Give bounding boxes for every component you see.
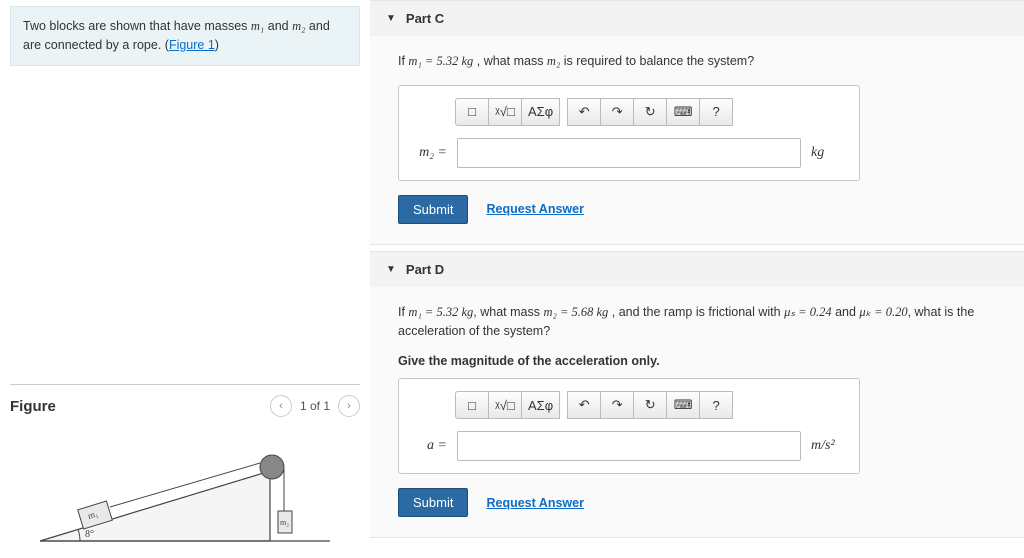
figure-prev-button[interactable]: ‹: [270, 395, 292, 417]
part-c-q-mid: , what mass: [473, 54, 547, 68]
var-m1: m₁: [251, 19, 264, 33]
greek-icon: ΑΣφ: [528, 104, 553, 119]
m2-label: m₂: [280, 518, 289, 527]
problem-and: and: [264, 19, 292, 33]
problem-text: Two blocks are shown that have masses: [23, 19, 251, 33]
part-d-request-answer-link[interactable]: Request Answer: [486, 496, 583, 510]
undo-icon: ↶: [579, 104, 590, 120]
template-button[interactable]: □: [455, 98, 489, 126]
part-d-mus: μₛ = 0.24: [784, 305, 832, 319]
part-c-q-suffix: is required to balance the system?: [560, 54, 754, 68]
part-c-question: If m₁ = 5.32 kg , what mass m₂ is requir…: [398, 52, 996, 71]
part-d-q4: and: [832, 305, 860, 319]
caret-down-icon: ▼: [386, 13, 396, 24]
part-c-body: If m₁ = 5.32 kg , what mass m₂ is requir…: [370, 36, 1024, 244]
greek-icon: ΑΣφ: [528, 398, 553, 413]
root-button[interactable]: ᵡ√□: [488, 391, 522, 419]
redo-button[interactable]: ↷: [600, 391, 634, 419]
redo-icon: ↷: [612, 104, 623, 120]
part-d-q3: , and the ramp is frictional with: [608, 305, 784, 319]
part-d-actions: Submit Request Answer: [398, 488, 996, 517]
help-button[interactable]: ?: [699, 391, 733, 419]
problem-close: ): [215, 38, 219, 52]
part-c-submit-button[interactable]: Submit: [398, 195, 468, 224]
keyboard-icon: ⌨: [674, 397, 693, 413]
part-d-section: ▼ Part D If m₁ = 5.32 kg, what mass m₂ =…: [370, 251, 1024, 539]
part-d-answer-input[interactable]: [457, 431, 801, 461]
part-d-answer-box: □ ᵡ√□ ΑΣφ ↶ ↷ ↻ ⌨ ? a = m/s²: [398, 378, 860, 474]
template-icon: □: [468, 104, 476, 119]
figure-title: Figure: [10, 398, 56, 415]
reset-button[interactable]: ↻: [633, 391, 667, 419]
redo-button[interactable]: ↷: [600, 98, 634, 126]
part-c-m2var: m₂: [547, 54, 560, 68]
reset-icon: ↻: [645, 104, 656, 120]
part-c-answer-row: m₂ = kg: [413, 138, 845, 168]
undo-icon: ↶: [579, 397, 590, 413]
part-c-toolbar: □ ᵡ√□ ΑΣφ ↶ ↷ ↻ ⌨ ?: [455, 98, 845, 126]
greek-button[interactable]: ΑΣφ: [521, 98, 560, 126]
left-column: Two blocks are shown that have masses m₁…: [0, 0, 370, 558]
undo-button[interactable]: ↶: [567, 391, 601, 419]
right-column: ▼ Part C If m₁ = 5.32 kg , what mass m₂ …: [370, 0, 1024, 558]
root-icon: ᵡ√□: [495, 104, 514, 119]
keyboard-icon: ⌨: [674, 104, 693, 120]
help-button[interactable]: ?: [699, 98, 733, 126]
part-c-q-prefix: If: [398, 54, 408, 68]
keyboard-button[interactable]: ⌨: [666, 98, 700, 126]
figure-section: Figure ‹ 1 of 1 › 8° m₁ m₂: [10, 384, 360, 554]
reset-icon: ↻: [645, 397, 656, 413]
greek-button[interactable]: ΑΣφ: [521, 391, 560, 419]
part-c-section: ▼ Part C If m₁ = 5.32 kg , what mass m₂ …: [370, 0, 1024, 245]
part-c-actions: Submit Request Answer: [398, 195, 996, 224]
figure-header: Figure ‹ 1 of 1 ›: [10, 384, 360, 417]
figure-nav-label: 1 of 1: [300, 399, 330, 413]
keyboard-button[interactable]: ⌨: [666, 391, 700, 419]
part-c-request-answer-link[interactable]: Request Answer: [486, 202, 583, 216]
part-d-muk: μₖ = 0.20: [859, 305, 907, 319]
root-button[interactable]: ᵡ√□: [488, 98, 522, 126]
redo-icon: ↷: [612, 397, 623, 413]
template-button[interactable]: □: [455, 391, 489, 419]
part-c-answer-box: □ ᵡ√□ ΑΣφ ↶ ↷ ↻ ⌨ ? m₂ = kg: [398, 85, 860, 181]
part-d-m2: m₂ = 5.68 kg: [543, 305, 608, 319]
figure-nav: ‹ 1 of 1 ›: [270, 395, 360, 417]
problem-statement: Two blocks are shown that have masses m₁…: [10, 6, 360, 66]
figure-link[interactable]: Figure 1: [169, 38, 215, 52]
part-c-title: Part C: [406, 11, 444, 26]
part-d-question: If m₁ = 5.32 kg, what mass m₂ = 5.68 kg …: [398, 303, 996, 341]
template-icon: □: [468, 398, 476, 413]
help-icon: ?: [713, 104, 720, 119]
part-d-q2: , what mass: [473, 305, 543, 319]
part-c-unit: kg: [811, 145, 845, 161]
part-d-body: If m₁ = 5.32 kg, what mass m₂ = 5.68 kg …: [370, 287, 1024, 538]
part-d-header[interactable]: ▼ Part D: [370, 252, 1024, 287]
caret-down-icon: ▼: [386, 264, 396, 275]
part-d-instruction: Give the magnitude of the acceleration o…: [398, 354, 996, 368]
part-d-title: Part D: [406, 262, 444, 277]
part-c-answer-input[interactable]: [457, 138, 801, 168]
part-d-toolbar: □ ᵡ√□ ΑΣφ ↶ ↷ ↻ ⌨ ?: [455, 391, 845, 419]
part-d-m1: m₁ = 5.32 kg: [408, 305, 473, 319]
part-c-header[interactable]: ▼ Part C: [370, 1, 1024, 36]
help-icon: ?: [713, 398, 720, 413]
reset-button[interactable]: ↻: [633, 98, 667, 126]
figure-next-button[interactable]: ›: [338, 395, 360, 417]
part-d-q1: If: [398, 305, 408, 319]
part-d-unit: m/s²: [811, 438, 845, 454]
root-icon: ᵡ√□: [495, 398, 514, 413]
part-c-m1: m₁ = 5.32 kg: [408, 54, 473, 68]
undo-button[interactable]: ↶: [567, 98, 601, 126]
part-d-answer-label: a =: [413, 438, 447, 454]
figure-diagram: 8° m₁ m₂: [30, 431, 330, 551]
part-d-submit-button[interactable]: Submit: [398, 488, 468, 517]
part-c-answer-label: m₂ =: [413, 145, 447, 161]
part-d-answer-row: a = m/s²: [413, 431, 845, 461]
angle-label: 8°: [85, 529, 94, 540]
var-m2: m₂: [292, 19, 305, 33]
